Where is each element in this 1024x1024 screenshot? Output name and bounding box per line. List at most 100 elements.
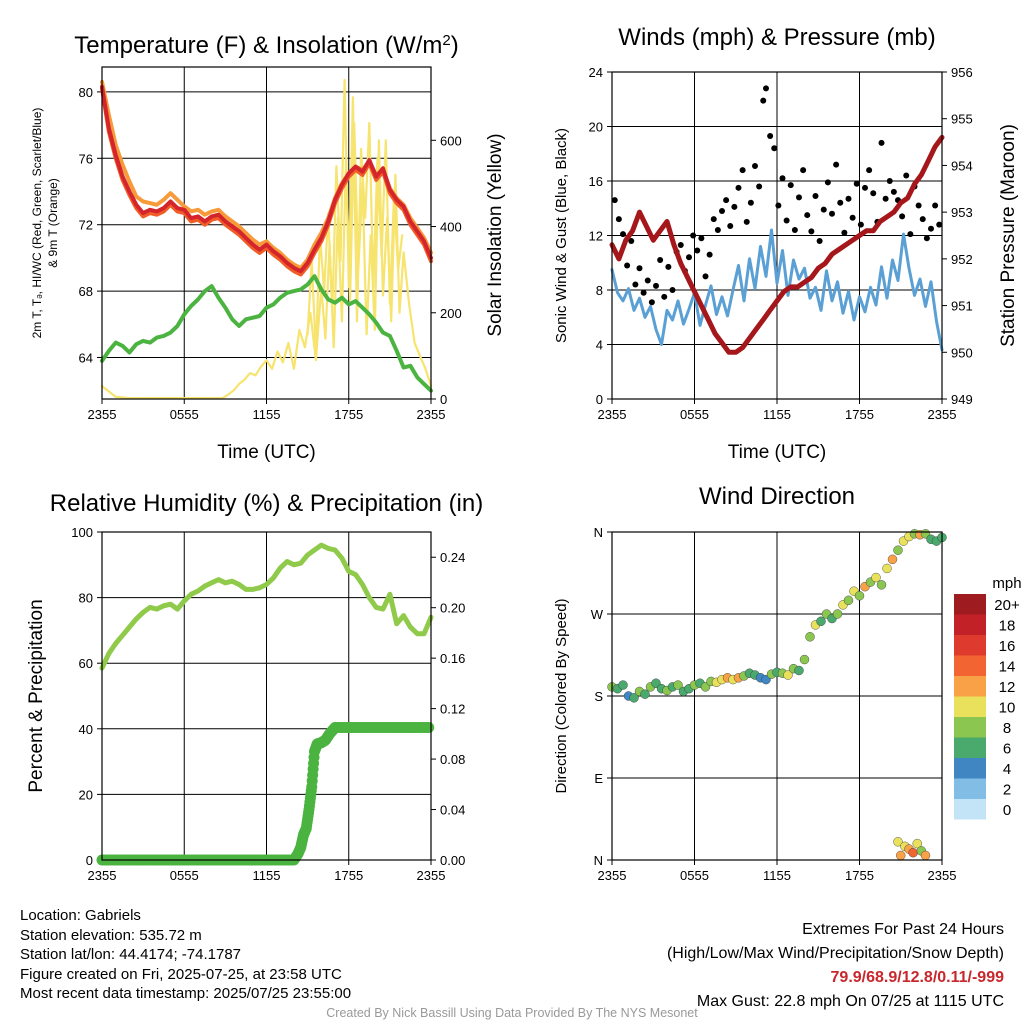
gust-point [632,281,639,288]
direction-point [854,591,865,601]
y2-tick-label: 952 [951,252,973,267]
y2-tick-label: 955 [951,112,973,127]
legend-swatch [954,778,986,799]
y2-tick-label: 951 [951,299,973,314]
legend-title: mph [992,575,1021,592]
gust-point [653,282,659,289]
y2-tick-label: 0.24 [440,550,465,565]
gust-point [648,299,655,306]
direction-point [876,580,887,590]
gust-point [878,139,885,146]
gust-point [853,180,860,187]
gust-point [611,197,618,204]
legend-swatch [954,655,986,676]
legend-swatch [954,737,986,758]
direction-point [893,837,903,847]
gust-point [669,287,676,293]
x-tick-label: 0555 [170,868,199,883]
gust-point [923,235,930,242]
direction-point [629,693,639,703]
gust-point [665,263,672,270]
legend-label: 14 [999,659,1016,676]
gust-point [886,178,893,184]
y2-tick-label: 0.08 [440,752,465,767]
y2-tick-label: 400 [440,220,462,235]
y-tick-label: 20 [589,120,603,135]
gust-point [919,216,926,223]
gust-point [841,229,848,236]
x-tick-label: 2355 [598,868,627,883]
gust-point [787,182,794,189]
temp-frame [101,66,432,400]
gust-point [747,199,754,206]
gust-point [833,161,840,168]
speed-legend: mph 20+ 18 16 14 12 10 8 6 4 2 0 [954,575,1022,820]
y-tick-label: 20 [79,787,93,802]
gust-point [771,145,778,152]
gust-point [694,247,701,254]
gust-point [763,85,769,92]
y-tick-label: 100 [71,525,93,540]
y-tick-label: 80 [79,591,93,606]
x-tick-label: 1155 [253,407,281,422]
gust-point [862,184,868,191]
y-axis-label-line2: & 9m T (Orange) [46,178,60,268]
gust-point [702,273,709,280]
gust-point [706,251,713,258]
x-tick-label: 1755 [334,868,363,883]
temp-panel: Temperature (F) & Insolation (W/m2)2355 0… [30,32,506,464]
gust-point [644,277,651,284]
direction-point [794,665,804,676]
y2-axis-label: Solar Insolation (Yellow) [485,133,506,336]
wind-frame [611,71,943,400]
gust-point [820,206,827,213]
x-tick-label: 2355 [417,868,446,883]
y-tick-label: 72 [79,218,93,233]
wind-title: Winds (mph) & Pressure (mb) [618,24,935,51]
wind-panel: Winds (mph) & Pressure (mb) 2355 0555 1155 1… [553,24,1019,463]
x-tick-label: 2355 [88,407,117,422]
precip-point [423,722,435,734]
location-text: Location: Gabriels [20,907,141,924]
gust-point [677,242,684,249]
legend-swatch [954,614,986,635]
legend-label: 0 [1003,802,1011,819]
gust-point [837,199,844,206]
extremes-values: 79.9/68.9/12.8/0.11/-999 [830,969,1004,986]
elevation-text: Station elevation: 535.72 m [20,926,202,944]
gust-point [628,237,635,244]
credit-text: Created By Nick Bassill Using Data Provi… [326,1006,698,1020]
gust-point [714,227,721,234]
rh-frame [101,531,432,861]
legend-label: 4 [1003,761,1011,778]
gust-point [812,192,819,199]
x-tick-label: 1755 [845,407,874,422]
direction-point [920,850,931,861]
x-tick-label: 1755 [845,868,874,883]
gust-point [866,167,873,174]
dir-frame [611,531,943,861]
y-tick-label: 68 [79,284,93,299]
gust-point [661,293,668,300]
legend-swatch [954,717,986,738]
y-tick-label: 40 [79,722,93,737]
extremes-title: Extremes For Past 24 Hours [802,921,1004,938]
gust-point [899,213,906,220]
y2-tick-label: 956 [951,65,973,80]
direction-point [816,616,826,626]
gust-point [932,202,939,209]
gust-point [928,225,934,232]
gust-point [624,262,631,269]
y-tick-label: N [594,853,603,868]
gust-point [735,184,742,191]
gust-point [756,183,763,190]
gust-point [936,221,943,228]
legend-swatch [954,676,986,697]
y-tick-label: 12 [589,229,603,244]
gust-point [767,133,774,140]
y-tick-label: 60 [79,656,93,671]
y2-tick-label: 949 [951,392,973,407]
y-axis-label: Percent & Precipitation [26,599,47,792]
legend-swatch [954,635,986,656]
y-tick-label: 4 [596,338,603,353]
